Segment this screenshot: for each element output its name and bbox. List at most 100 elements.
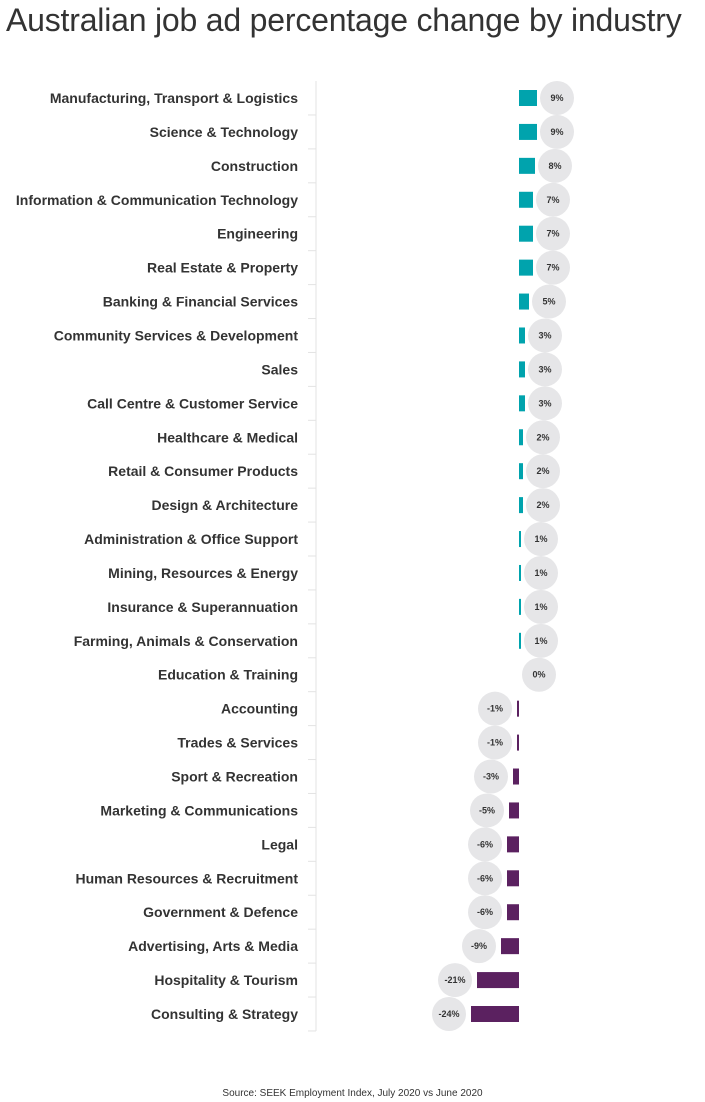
value-label: -1% (487, 738, 503, 748)
value-bubble (536, 182, 570, 217)
value-bubble (462, 929, 496, 964)
value-label: 0% (532, 670, 545, 680)
value-bubble (536, 250, 570, 285)
category-label: Education & Training (158, 667, 298, 683)
category-label: Engineering (217, 226, 298, 242)
value-label: 7% (546, 229, 559, 239)
value-label: -9% (471, 941, 487, 951)
category-label: Healthcare & Medical (157, 429, 298, 445)
value-bubble (528, 386, 562, 421)
category-label: Legal (261, 836, 298, 852)
bar (471, 1006, 519, 1022)
category-label: Administration & Office Support (84, 531, 298, 547)
bar (501, 938, 519, 955)
value-label: 2% (536, 500, 549, 510)
value-label: 5% (542, 297, 555, 307)
bar (507, 836, 519, 853)
value-label: -6% (477, 907, 493, 917)
category-label: Consulting & Strategy (151, 1006, 298, 1022)
bar (519, 225, 533, 242)
bar (477, 972, 519, 989)
category-label: Call Centre & Customer Service (87, 395, 298, 411)
value-bubble (524, 589, 558, 624)
value-label: 9% (550, 127, 563, 137)
category-label: Human Resources & Recruitment (75, 870, 298, 886)
category-label: Design & Architecture (151, 497, 298, 513)
category-label: Sport & Recreation (171, 769, 298, 785)
bar (519, 531, 521, 548)
value-label: 8% (548, 161, 561, 171)
bar (507, 904, 519, 921)
value-label: 3% (538, 330, 551, 340)
category-label: Manufacturing, Transport & Logistics (50, 90, 298, 106)
value-bubble (532, 284, 566, 319)
value-label: 7% (546, 263, 559, 273)
bar (519, 157, 535, 174)
bar (519, 395, 525, 412)
category-label: Insurance & Superannuation (107, 599, 298, 615)
value-bubble (540, 81, 574, 115)
category-label: Community Services & Development (54, 327, 299, 343)
category-label: Banking & Financial Services (103, 294, 299, 310)
bar (519, 497, 523, 514)
category-label: Trades & Services (177, 735, 298, 751)
chart-title: Australian job ad percentage change by i… (6, 2, 682, 38)
value-label: -6% (477, 873, 493, 883)
value-label: -6% (477, 839, 493, 849)
value-label: 9% (550, 93, 563, 103)
category-label: Accounting (221, 701, 298, 717)
value-label: 3% (538, 398, 551, 408)
value-bubble (528, 318, 562, 353)
bar (509, 802, 519, 819)
bar (519, 429, 523, 446)
bar (517, 700, 519, 717)
value-bubble (528, 352, 562, 387)
category-label: Farming, Animals & Conservation (74, 633, 298, 649)
value-label: 1% (534, 602, 547, 612)
value-bubble (522, 657, 556, 692)
value-bubble (524, 623, 558, 658)
bar (517, 734, 519, 751)
bar (519, 463, 523, 480)
category-label: Construction (211, 158, 298, 174)
bar (507, 870, 519, 887)
bar (513, 768, 519, 785)
value-label: 1% (534, 636, 547, 646)
category-label: Hospitality & Tourism (154, 972, 298, 988)
bar (519, 293, 529, 310)
category-label: Science & Technology (150, 124, 299, 140)
value-label: 2% (536, 466, 549, 476)
value-label: 7% (546, 195, 559, 205)
bar (519, 598, 521, 615)
bar (519, 361, 525, 378)
bar (519, 191, 533, 208)
value-bubble (526, 454, 560, 489)
value-label: 2% (536, 432, 549, 442)
value-bubble (438, 963, 472, 998)
value-label: -5% (479, 805, 495, 815)
value-label: 1% (534, 534, 547, 544)
category-label: Information & Communication Technology (16, 192, 298, 208)
value-label: -21% (444, 975, 465, 985)
value-bubble (468, 895, 502, 930)
value-bubble (478, 725, 512, 760)
bar (519, 123, 537, 140)
value-bubble (468, 861, 502, 896)
category-label: Sales (261, 361, 298, 377)
value-label: 1% (534, 568, 547, 578)
source-note: Source: SEEK Employment Index, July 2020… (222, 1088, 483, 1099)
bar (519, 327, 525, 344)
value-bubble (468, 827, 502, 862)
value-bubble (474, 759, 508, 794)
value-bubble (478, 691, 512, 726)
category-label: Retail & Consumer Products (108, 463, 298, 479)
category-label: Mining, Resources & Energy (108, 565, 298, 581)
value-bubble (432, 997, 466, 1031)
bar (519, 259, 533, 276)
category-label: Government & Defence (143, 904, 298, 920)
value-bubble (524, 555, 558, 590)
value-label: -24% (438, 1009, 459, 1019)
value-bubble (470, 793, 504, 828)
value-bubble (526, 488, 560, 523)
